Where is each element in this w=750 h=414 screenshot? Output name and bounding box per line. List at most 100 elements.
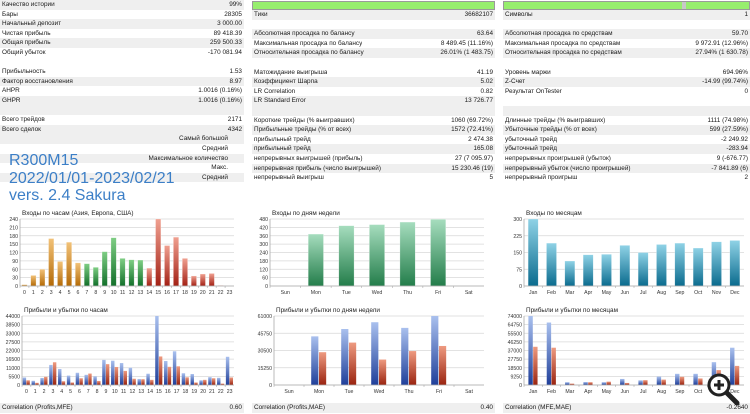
chart-title: Входы по часам (Азия, Европа, США) bbox=[22, 210, 134, 217]
bar-profit bbox=[58, 369, 62, 385]
stat-label: непрерывная прибыль (число выигрышей) bbox=[254, 164, 381, 172]
chart-entries-hours: Входы по часам (Азия, Европа, США) 0 30 60 9… bbox=[0, 206, 240, 300]
stat-row: непрерывный убыток (число проигрышей) -7 … bbox=[503, 163, 750, 174]
x-tick-label: 12 bbox=[129, 290, 135, 296]
bar-loss bbox=[158, 356, 163, 385]
bar-profit bbox=[208, 377, 212, 385]
bar-profit bbox=[155, 316, 159, 385]
bar-5 bbox=[66, 241, 72, 287]
stat-value: 8 489.45 (11.16%) bbox=[440, 39, 493, 47]
y-tick-label: 18500 bbox=[508, 366, 523, 372]
y-tick-label: 44000 bbox=[6, 314, 21, 320]
overlay-version: vers. 2.4 Sakura bbox=[9, 187, 126, 204]
x-tick-label: 16 bbox=[165, 389, 171, 395]
bar-profit bbox=[111, 360, 115, 385]
stat-label: прибыльный трейд bbox=[254, 135, 311, 143]
history-quality-progress-bar bbox=[252, 1, 495, 10]
stat-label: Максимальная просадка по балансу bbox=[254, 39, 363, 47]
bar-loss bbox=[35, 382, 39, 385]
stat-value: 27.94% (1 630.78) bbox=[695, 49, 748, 57]
bar-loss bbox=[194, 382, 198, 385]
stat-row: LR Standard Error 13 726.77 bbox=[252, 96, 495, 106]
x-tick-label: 8 bbox=[94, 290, 97, 296]
bar-loss bbox=[79, 378, 83, 385]
stat-row: Максимальная просадка по средствам 9 972.… bbox=[503, 39, 750, 49]
bar-loss bbox=[588, 382, 593, 385]
bar-profit bbox=[31, 380, 35, 385]
chart-title: Прибыли и убытки по часам bbox=[24, 306, 108, 314]
chart-title: Прибыли и убытки по дням недели bbox=[276, 306, 380, 314]
bar-profit bbox=[164, 361, 168, 385]
x-tick-label: Sun bbox=[281, 290, 290, 296]
stat-row: Уровень маржи 694.96% bbox=[503, 68, 750, 78]
bar-Sep bbox=[674, 242, 686, 287]
stat-label: Абсолютная просадка по балансу bbox=[254, 30, 355, 38]
bar-profit bbox=[22, 377, 27, 385]
bar-10 bbox=[110, 237, 117, 287]
x-tick-label: Sun bbox=[284, 389, 293, 395]
stat-value: 59.70 bbox=[732, 30, 748, 38]
stat-row: непрерывных проигрышей (убыток) 9 (-676.7… bbox=[503, 154, 750, 164]
stat-value: 1.0016 (0.16%) bbox=[198, 87, 242, 95]
bar-profit bbox=[190, 374, 194, 385]
x-tick-label: Fri bbox=[435, 290, 441, 296]
stat-row: Короткие трейды (% выигравших) 1060 (69.7… bbox=[252, 116, 495, 126]
stat-row: Качество истории 99% bbox=[0, 0, 244, 10]
bar-Fri bbox=[430, 219, 447, 287]
bar-loss bbox=[229, 377, 233, 385]
bar-loss bbox=[70, 382, 74, 385]
stat-value: 5 bbox=[489, 174, 493, 182]
stat-label: убыточный трейд bbox=[505, 135, 557, 143]
spacer bbox=[503, 58, 750, 68]
y-tick-label: 37000 bbox=[508, 349, 523, 355]
y-tick-label: 150 bbox=[9, 242, 18, 248]
bar-profit bbox=[565, 382, 570, 385]
x-tick-label: 9 bbox=[104, 389, 107, 395]
stat-row: Чистая прибыль 89 418.39 bbox=[0, 29, 244, 39]
stat-value: -170 081.94 bbox=[207, 48, 242, 56]
x-tick-label: Tue bbox=[342, 290, 351, 296]
bar-profit bbox=[656, 376, 662, 385]
chart-pl-months: Прибыли и убытки по месяцам 0 9250 18500 277… bbox=[500, 303, 750, 399]
y-tick-label: 38500 bbox=[6, 323, 21, 329]
magnifier-zoom-icon[interactable] bbox=[706, 372, 740, 406]
y-tick-label: 420 bbox=[259, 225, 268, 231]
stat-label: Фактор восстановления bbox=[2, 77, 73, 85]
stat-label: Максимальное количество bbox=[148, 154, 228, 162]
x-tick-label: Mon bbox=[314, 389, 324, 395]
stat-label: AHPR bbox=[2, 87, 20, 95]
stat-label: Общий убыток bbox=[2, 48, 46, 56]
y-tick-label: 61000 bbox=[258, 314, 273, 320]
bar-loss bbox=[185, 377, 189, 385]
stat-label: GHPR bbox=[2, 96, 21, 104]
y-tick-label: 240 bbox=[259, 251, 268, 257]
bar-4 bbox=[57, 261, 64, 287]
bar-profit bbox=[638, 380, 643, 385]
bar-Jun bbox=[619, 245, 631, 287]
bar-profit bbox=[84, 374, 88, 385]
y-tick-label: 210 bbox=[9, 225, 18, 231]
bar-loss bbox=[52, 362, 57, 385]
x-tick-label: 17 bbox=[173, 290, 179, 296]
stat-value: 41.19 bbox=[477, 68, 493, 76]
bar-profit bbox=[225, 356, 230, 385]
stat-value: 0.82 bbox=[480, 87, 493, 95]
y-tick-label: 27750 bbox=[508, 357, 523, 363]
bar-Tue bbox=[338, 225, 355, 287]
bar-loss bbox=[319, 352, 327, 385]
bar-Jul bbox=[637, 252, 649, 287]
stat-value: -283.94 bbox=[726, 145, 748, 153]
bar-Apr bbox=[582, 254, 594, 287]
spacer bbox=[503, 105, 750, 116]
bar-13 bbox=[137, 259, 144, 287]
corr-profits-mae-row: Correlation (Profits,MAE) 0.40 bbox=[252, 403, 495, 413]
stat-label: Символы bbox=[505, 11, 533, 18]
bar-loss bbox=[97, 380, 101, 385]
stat-label: Максимальная просадка по средствам bbox=[505, 39, 621, 47]
stat-row: Самый большой bbox=[0, 134, 244, 144]
x-tick-label: 20 bbox=[200, 389, 206, 395]
bar-loss bbox=[132, 378, 136, 385]
x-tick-label: 1 bbox=[34, 389, 37, 395]
history-quality-progress-bar-2 bbox=[503, 1, 750, 10]
bar-profit bbox=[620, 378, 625, 385]
